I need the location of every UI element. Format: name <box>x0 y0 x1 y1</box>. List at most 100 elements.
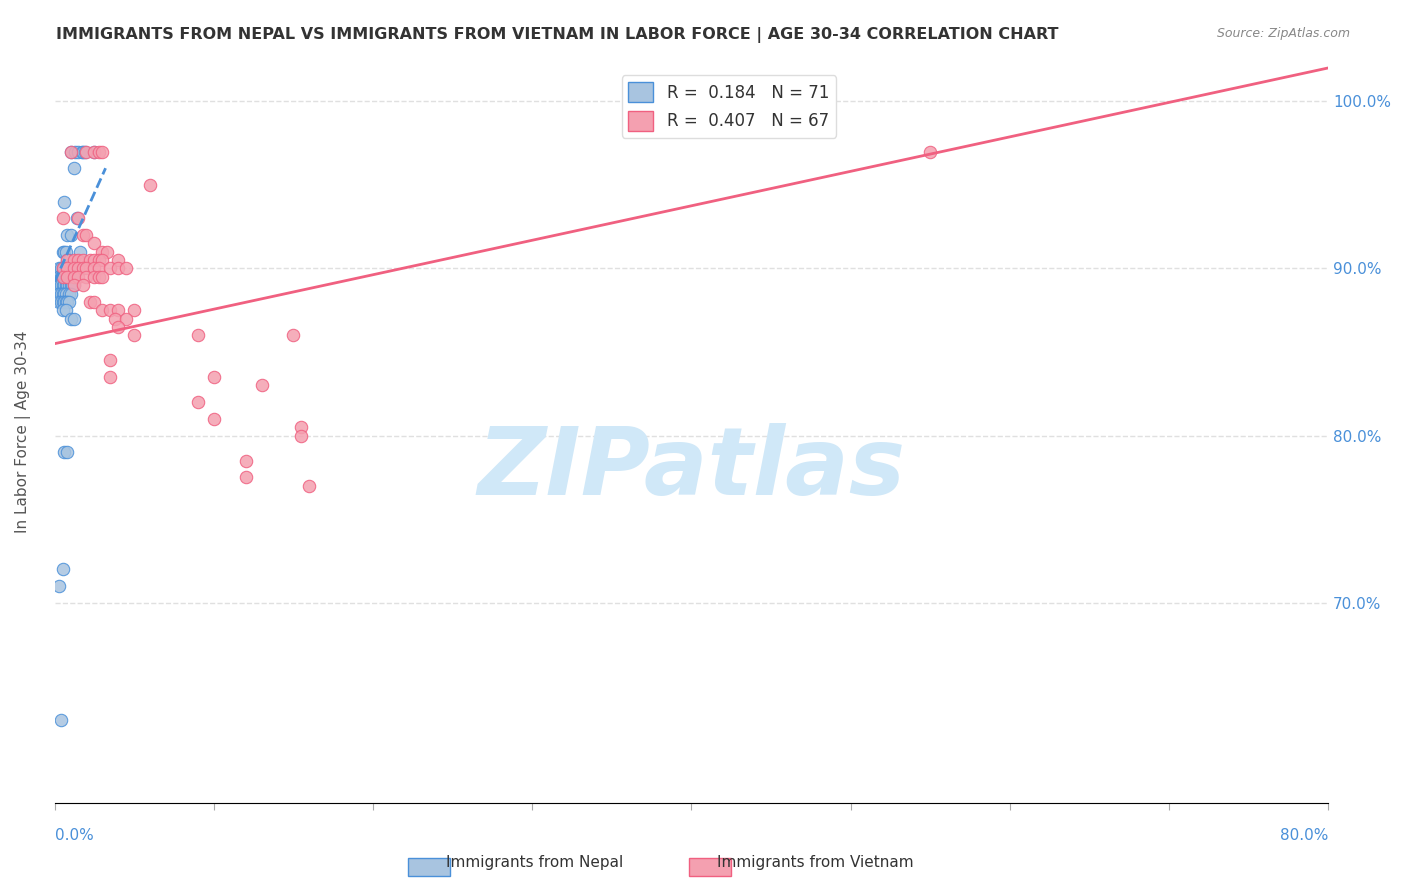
Point <box>139 178 162 192</box>
Point <box>79 253 101 268</box>
Point <box>98 303 121 318</box>
Point <box>187 328 209 343</box>
Text: Source: ZipAtlas.com: Source: ZipAtlas.com <box>1216 27 1350 40</box>
Point <box>46 278 69 293</box>
Point <box>83 145 105 159</box>
Point <box>52 269 75 284</box>
Point <box>56 228 79 243</box>
Point <box>67 269 90 284</box>
Point <box>98 370 121 384</box>
Point <box>67 145 90 159</box>
Point <box>59 278 82 293</box>
Point <box>48 286 70 301</box>
Point <box>55 294 77 309</box>
Point <box>920 145 942 159</box>
Point <box>52 303 75 318</box>
Point <box>107 261 129 276</box>
Point <box>79 294 101 309</box>
Point <box>89 145 111 159</box>
Point <box>52 261 75 276</box>
Point <box>59 286 82 301</box>
Point <box>48 278 70 293</box>
Point <box>59 269 82 284</box>
Point <box>69 244 91 259</box>
Point <box>202 370 225 384</box>
Point <box>53 194 76 209</box>
Point <box>52 278 75 293</box>
Point <box>98 261 121 276</box>
Point <box>75 261 97 276</box>
Point <box>58 278 80 293</box>
Point <box>52 286 75 301</box>
Point <box>59 145 82 159</box>
Point <box>104 311 127 326</box>
Point <box>89 253 111 268</box>
Point <box>67 261 90 276</box>
Point <box>48 579 70 593</box>
Point <box>62 161 84 176</box>
Point <box>62 278 84 293</box>
Legend: R =  0.184   N = 71, R =  0.407   N = 67: R = 0.184 N = 71, R = 0.407 N = 67 <box>621 75 835 137</box>
Point <box>115 311 138 326</box>
Point <box>290 428 312 442</box>
Point <box>91 145 114 159</box>
Point <box>59 311 82 326</box>
Point <box>115 261 138 276</box>
Point <box>55 244 77 259</box>
Point <box>91 253 114 268</box>
Point <box>52 261 75 276</box>
Point <box>67 211 90 226</box>
Point <box>56 445 79 459</box>
Text: Immigrants from Nepal: Immigrants from Nepal <box>446 855 623 870</box>
Point <box>250 378 273 392</box>
Point <box>235 453 257 467</box>
Point <box>55 278 77 293</box>
Point <box>91 244 114 259</box>
Point <box>62 269 84 284</box>
Point <box>83 261 105 276</box>
Point <box>52 294 75 309</box>
Point <box>62 261 84 276</box>
Point <box>235 470 257 484</box>
Point <box>53 278 76 293</box>
Point <box>59 145 82 159</box>
Point <box>56 269 79 284</box>
Point <box>72 253 94 268</box>
Point <box>290 420 312 434</box>
Point <box>58 269 80 284</box>
Y-axis label: In Labor Force | Age 30-34: In Labor Force | Age 30-34 <box>15 330 31 533</box>
Point <box>56 294 79 309</box>
Point <box>98 353 121 368</box>
Point <box>53 294 76 309</box>
Point <box>65 145 87 159</box>
Point <box>72 278 94 293</box>
Point <box>49 261 72 276</box>
Point <box>49 286 72 301</box>
Point <box>83 145 105 159</box>
Point <box>83 253 105 268</box>
Point <box>46 286 69 301</box>
Point <box>52 244 75 259</box>
Text: 80.0%: 80.0% <box>1279 829 1329 843</box>
Point <box>122 303 145 318</box>
Point <box>62 311 84 326</box>
Point <box>53 244 76 259</box>
Point <box>91 303 114 318</box>
Point <box>49 269 72 284</box>
Point <box>55 269 77 284</box>
Point <box>53 269 76 284</box>
Point <box>67 253 90 268</box>
Point <box>46 269 69 284</box>
Point <box>58 253 80 268</box>
Point <box>72 145 94 159</box>
Point <box>89 261 111 276</box>
Point <box>187 395 209 409</box>
Point <box>56 278 79 293</box>
Text: IMMIGRANTS FROM NEPAL VS IMMIGRANTS FROM VIETNAM IN LABOR FORCE | AGE 30-34 CORR: IMMIGRANTS FROM NEPAL VS IMMIGRANTS FROM… <box>56 27 1059 43</box>
Point <box>72 261 94 276</box>
Point <box>53 261 76 276</box>
Point <box>56 269 79 284</box>
Point <box>96 244 118 259</box>
Point <box>62 253 84 268</box>
Point <box>52 269 75 284</box>
